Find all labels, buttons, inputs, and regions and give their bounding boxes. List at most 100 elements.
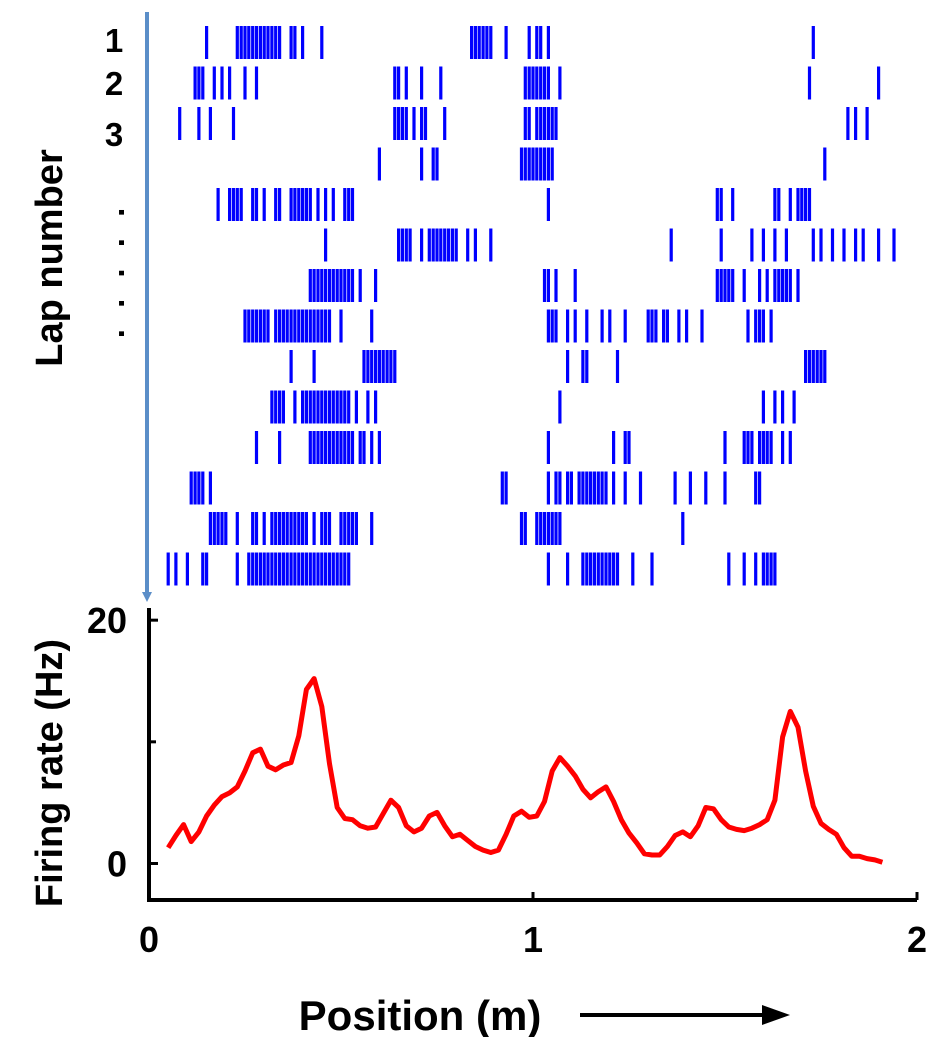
- spike-tick: [324, 228, 328, 262]
- spike-tick: [504, 471, 508, 505]
- spike-tick: [377, 147, 381, 181]
- spike-tick: [308, 188, 312, 221]
- spike-tick: [523, 66, 527, 100]
- spike-tick: [297, 188, 301, 221]
- spike-tick: [719, 228, 723, 262]
- spike-tick: [631, 552, 635, 586]
- spike-tick: [758, 471, 762, 505]
- spike-tick: [746, 309, 750, 343]
- spike-tick: [231, 107, 236, 140]
- lap-row-10: [270, 390, 796, 424]
- spike-tick: [235, 188, 239, 221]
- spike-tick: [804, 188, 808, 221]
- spike-tick: [842, 228, 846, 262]
- spike-tick: [358, 269, 362, 302]
- spike-tick: [592, 471, 596, 505]
- spike-tick: [558, 512, 562, 545]
- spike-tick: [746, 431, 750, 464]
- spike-tick: [258, 309, 262, 343]
- spike-tick: [773, 188, 777, 221]
- spike-tick: [719, 188, 723, 221]
- spike-tick: [274, 309, 278, 343]
- spike-tick: [320, 431, 324, 464]
- spike-tick: [251, 26, 255, 59]
- spike-tick: [523, 107, 527, 140]
- spike-tick: [612, 471, 616, 505]
- spike-tick: [254, 512, 259, 545]
- spike-tick: [439, 66, 443, 100]
- spike-tick: [247, 309, 251, 343]
- lap-row-8: [243, 309, 773, 343]
- spike-tick: [535, 147, 539, 181]
- spike-tick: [546, 471, 550, 505]
- spike-tick: [281, 309, 285, 343]
- spike-tick: [377, 350, 381, 383]
- spike-tick: [397, 228, 401, 262]
- spike-tick: [293, 309, 297, 343]
- lap-row-4: [377, 147, 827, 181]
- spike-tick: [577, 471, 581, 505]
- spike-tick: [804, 350, 808, 383]
- spike-tick: [788, 188, 792, 221]
- spike-tick: [312, 350, 316, 383]
- spike-tick: [500, 471, 504, 505]
- spike-tick: [304, 512, 308, 545]
- spike-tick: [877, 228, 881, 262]
- spike-tick: [339, 552, 343, 586]
- spike-tick: [773, 552, 777, 586]
- spike-tick: [324, 552, 328, 586]
- spike-tick: [293, 26, 297, 59]
- spike-tick: [393, 107, 397, 140]
- spike-tick: [377, 431, 381, 464]
- lap-label-2: 2: [105, 65, 123, 102]
- spike-tick: [435, 147, 439, 181]
- spike-tick: [550, 107, 554, 140]
- spike-tick: [612, 552, 616, 586]
- spike-tick: [293, 390, 297, 424]
- spike-tick: [281, 390, 285, 424]
- spike-tick: [566, 552, 570, 586]
- spike-tick: [289, 309, 293, 343]
- spike-tick: [554, 309, 558, 343]
- spike-tick: [604, 471, 608, 505]
- spike-tick: [274, 26, 278, 59]
- spike-tick: [343, 431, 347, 464]
- spike-tick: [266, 309, 270, 343]
- spike-tick: [324, 512, 328, 545]
- spike-tick: [289, 26, 293, 59]
- spike-tick: [278, 390, 282, 424]
- spike-tick: [566, 309, 570, 343]
- spike-tick: [216, 188, 220, 221]
- spike-tick: [343, 512, 347, 545]
- spike-tick: [854, 107, 858, 140]
- spike-tick: [554, 512, 558, 545]
- spike-tick: [596, 552, 600, 586]
- spike-tick: [788, 269, 792, 302]
- spike-tick: [312, 431, 316, 464]
- spike-tick: [400, 107, 404, 140]
- x-tick-label: 1: [523, 919, 543, 960]
- spike-tick: [519, 512, 524, 545]
- spike-tick: [374, 269, 378, 302]
- spike-tick: [343, 269, 347, 302]
- spike-tick: [761, 309, 765, 343]
- spike-tick: [769, 431, 773, 464]
- spike-tick: [393, 350, 397, 383]
- spike-tick: [347, 390, 351, 424]
- raster-ylabel: Lap number: [29, 149, 71, 367]
- spike-tick: [846, 107, 850, 140]
- spike-tick: [201, 471, 205, 505]
- spike-tick: [297, 552, 301, 586]
- lap-row-11: [254, 431, 792, 464]
- spike-tick: [585, 350, 589, 383]
- spike-tick: [304, 390, 308, 424]
- spike-tick: [208, 471, 212, 505]
- spike-tick: [339, 431, 343, 464]
- spike-tick: [208, 107, 212, 140]
- spike-tick: [404, 228, 408, 262]
- spike-tick: [535, 512, 539, 545]
- spike-tick: [262, 188, 266, 221]
- spike-tick: [589, 552, 593, 586]
